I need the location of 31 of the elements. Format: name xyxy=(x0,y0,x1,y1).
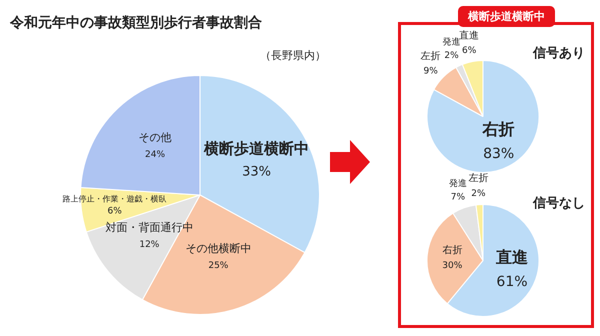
slice-label: 右折 xyxy=(482,119,515,138)
slice-label: その他横断中 xyxy=(185,242,252,256)
slice-label: 発進 xyxy=(448,178,467,190)
data-label: 9% xyxy=(424,66,438,77)
slice-label: 直進 xyxy=(494,247,529,266)
data-label: 83% xyxy=(483,146,514,162)
data-label: 12% xyxy=(139,240,160,250)
data-label: 6% xyxy=(462,46,477,56)
data-label: 33% xyxy=(242,164,272,180)
chart-subtitle: （長野県内） xyxy=(260,48,326,63)
slice-label: 発進 xyxy=(442,36,460,48)
slice-label: 路上停止・作業・遊戯・横臥 xyxy=(62,194,167,204)
slice-label: 左折 xyxy=(468,172,488,184)
data-label: 2% xyxy=(471,188,486,199)
data-label: 7% xyxy=(450,192,466,203)
chart-title: 令和元年中の事故類型別歩行者事故割合 xyxy=(10,14,262,32)
slice-label: 左折 xyxy=(420,50,441,62)
text: 信号なし xyxy=(533,195,585,212)
data-label: 6% xyxy=(108,206,122,217)
slice-label: 直進 xyxy=(459,29,480,42)
data-label: 61% xyxy=(496,274,528,290)
data-label: 30% xyxy=(442,260,463,271)
data-label: 25% xyxy=(208,261,229,272)
slice-label: 横断歩道横断中 xyxy=(203,139,310,158)
slice-label: 右折 xyxy=(442,244,462,256)
text: 信号あり xyxy=(533,45,585,62)
slice-label: 対面・背面通行中 xyxy=(105,220,194,234)
chart-title: 横断歩道横断中 xyxy=(458,6,555,27)
data-label: 24% xyxy=(145,150,166,160)
slice-label: その他 xyxy=(138,131,172,144)
data-label: 2% xyxy=(444,51,460,62)
